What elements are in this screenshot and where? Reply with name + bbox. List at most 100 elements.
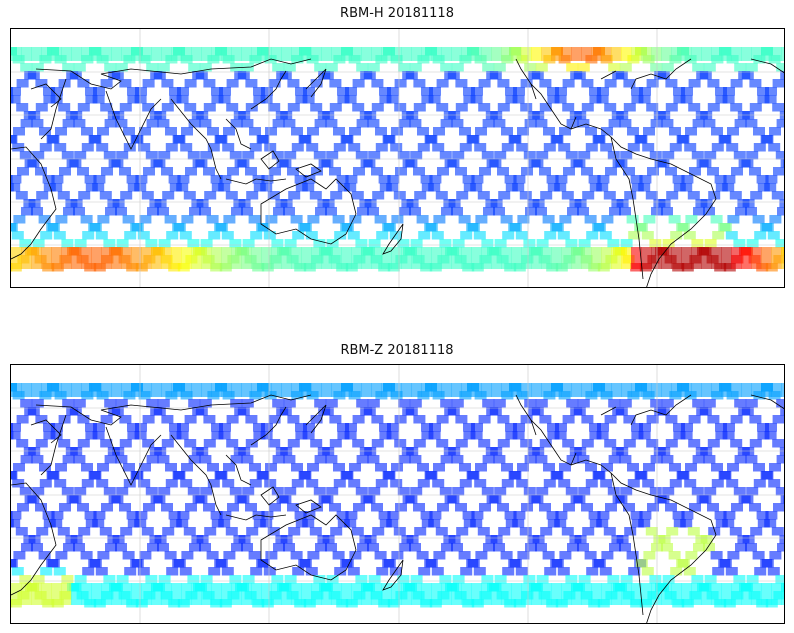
swath-segment [146, 119, 159, 128]
swath-segment [689, 503, 701, 512]
swath-segment [596, 519, 609, 528]
swath-segment [349, 463, 361, 472]
swath-segment [425, 559, 438, 568]
swath-segment [589, 431, 602, 440]
polar-swath-segment [471, 583, 482, 605]
swath-segment [263, 567, 276, 576]
swath-segment [11, 511, 22, 520]
swath-segment [391, 551, 404, 560]
swath-segment [668, 215, 681, 224]
swath-segment [631, 95, 644, 104]
polar-swath-segment [781, 247, 784, 269]
polar-swath-segment [271, 383, 282, 397]
swath-segment [192, 407, 205, 416]
swath-segment [11, 559, 18, 568]
swath-segment [376, 231, 389, 240]
swath-segment [295, 431, 308, 440]
swath-segment [665, 439, 678, 448]
polar-swath-segment [341, 383, 352, 397]
swath-segment [734, 63, 747, 72]
swath-segment [226, 439, 239, 448]
swath-segment [669, 143, 682, 152]
swath-segment [482, 399, 495, 408]
polar-swath-segment [571, 247, 582, 269]
swath-segment [271, 239, 284, 248]
swath-segment [604, 103, 617, 112]
swath-segment [261, 511, 274, 520]
polar-swath-segment [231, 583, 242, 605]
swath-segment [187, 575, 200, 584]
swath-segment [180, 479, 193, 488]
swath-segment [459, 479, 472, 488]
swath-segment [722, 431, 735, 440]
swath-segment [523, 575, 536, 584]
swath-segment [753, 143, 766, 152]
polar-swath-segment [121, 247, 132, 269]
swath-segment [523, 487, 536, 496]
swath-segment [303, 87, 315, 96]
swath-segment [735, 543, 747, 552]
swath-segment [463, 423, 475, 432]
swath-segment [245, 503, 257, 512]
polar-swath-segment [421, 383, 432, 397]
swath-segment [771, 527, 784, 536]
swath-segment [707, 503, 719, 512]
swath-segment [351, 191, 364, 200]
swath-segment [146, 63, 159, 72]
swath-segment [93, 87, 105, 96]
swath-segment [650, 455, 663, 464]
swath-segment [325, 63, 338, 72]
polar-swath-segment [341, 47, 352, 61]
swath-segment [123, 127, 135, 136]
swath-segment [19, 151, 32, 160]
polar-swath-segment [211, 247, 222, 269]
swath-segment [521, 167, 533, 176]
swath-segment [334, 567, 347, 576]
polar-swath-segment [451, 383, 462, 397]
swath-segment [103, 239, 116, 248]
swath-segment [715, 519, 728, 528]
swath-segment [272, 63, 285, 72]
swath-segment [53, 567, 66, 576]
swath-segment [211, 87, 223, 96]
polar-swath-segment [381, 47, 392, 61]
swath-segment [483, 543, 495, 552]
swath-segment [712, 231, 725, 240]
swath-segment [623, 415, 636, 424]
swath-segment [188, 399, 201, 408]
swath-segment [780, 407, 784, 416]
swath-segment [504, 511, 517, 520]
swath-segment [439, 487, 452, 496]
swath-segment [63, 207, 75, 216]
swath-segment [20, 455, 33, 464]
swath-segment [332, 215, 345, 224]
swath-segment [227, 503, 239, 512]
swath-segment [180, 143, 193, 152]
swath-segment [425, 471, 438, 480]
swath-segment [116, 487, 129, 496]
polar-swath-segment [271, 583, 282, 605]
swath-segment [161, 415, 174, 424]
swath-segment [409, 63, 422, 72]
swath-segment [628, 231, 641, 240]
polar-swath-segment [361, 47, 372, 61]
swath-segment [368, 487, 381, 496]
swath-segment [157, 543, 169, 552]
swath-segment [757, 519, 770, 528]
swath-segment [11, 183, 14, 192]
swath-segment [414, 527, 427, 536]
swath-segment [596, 183, 609, 192]
polar-swath-segment [291, 247, 302, 269]
swath-segment [352, 79, 365, 88]
swath-segment [116, 151, 129, 160]
swath-segment [181, 215, 194, 224]
swath-segment [261, 175, 274, 184]
swath-segment [692, 63, 705, 72]
swath-segment [206, 215, 219, 224]
polar-swath-segment [251, 47, 262, 61]
swath-segment [612, 407, 625, 416]
swath-segment [680, 519, 693, 528]
swath-segment [650, 119, 663, 128]
swath-segment [288, 191, 301, 200]
swath-segment [524, 63, 537, 72]
